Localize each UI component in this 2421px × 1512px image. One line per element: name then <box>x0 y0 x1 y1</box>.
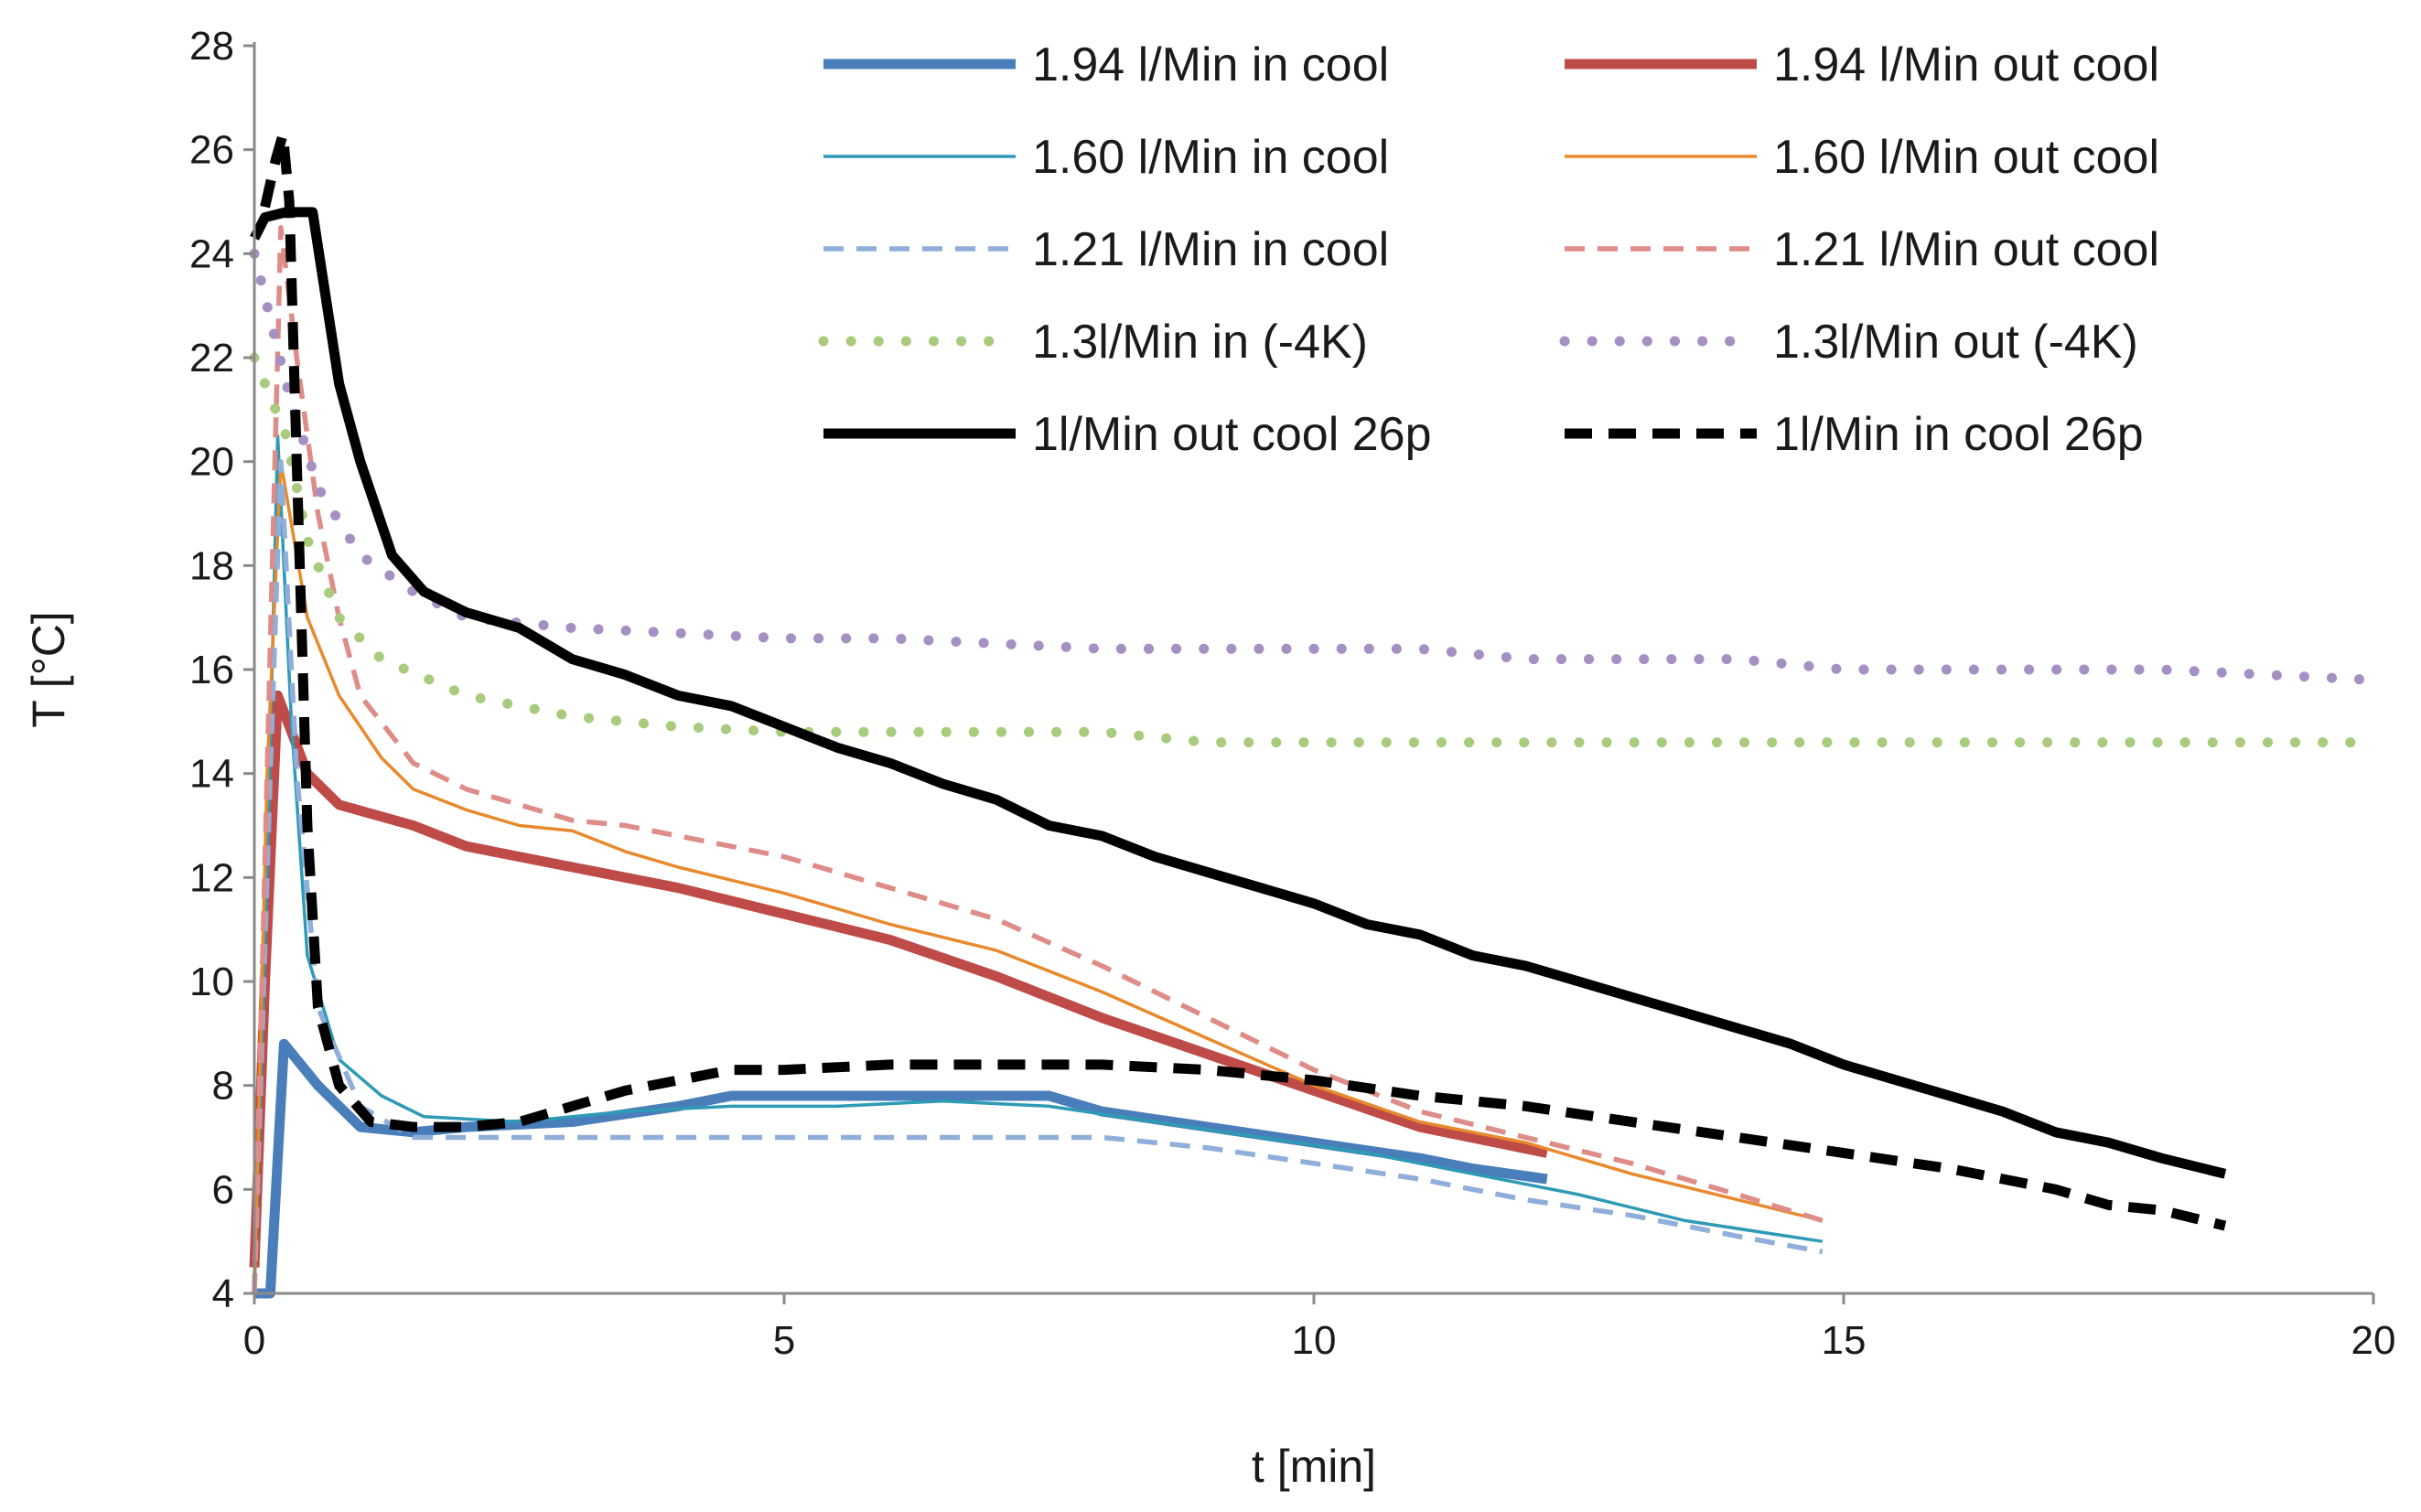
x-tick-label: 15 <box>1822 1318 1867 1363</box>
y-tick-label: 16 <box>189 648 234 692</box>
y-tick-label: 24 <box>189 231 234 276</box>
y-tick-label: 22 <box>189 336 234 381</box>
legend-item-1l-min-in-cool-26p: 1l/Min in cool 26p <box>1565 408 2144 461</box>
legend-label: 1l/Min out cool 26p <box>1032 408 1432 461</box>
axes-layer: 4 6 8 10 12 14 16 18 20 22 24 26 28 0 5 10 15 20 <box>189 24 2395 1363</box>
series-line-1-21-l-min-in-cool <box>252 458 1824 1294</box>
legend-label: 1.60 l/Min in cool <box>1032 131 1389 184</box>
legend-item-1-94-l-min-out-cool: 1.94 l/Min out cool <box>1565 38 2159 91</box>
x-tick-label: 10 <box>1292 1318 1337 1363</box>
legend-item-1l-min-out-cool-26p: 1l/Min out cool 26p <box>823 408 1432 461</box>
legend-item-1-94-l-min-in-cool: 1.94 l/Min in cool <box>823 38 1389 91</box>
x-tick-label: 20 <box>2351 1318 2396 1363</box>
legend-item-1-21-l-min-out-cool: 1.21 l/Min out cool <box>1565 223 2159 276</box>
series-line-1l-min-in-cool-26p <box>260 129 2227 1231</box>
series-line-1-3l-min-in-4k <box>249 352 2379 748</box>
legend-label: 1.94 l/Min out cool <box>1773 38 2159 91</box>
series-line-1l-min-out-cool-26p <box>250 207 2227 1179</box>
series-line-1-60-l-min-out-cool <box>253 459 1824 1294</box>
y-tick-label: 20 <box>189 440 234 485</box>
y-tick-label: 10 <box>189 960 234 1004</box>
legend-item-1-3l-min-in-4k: 1.3l/Min in (-4K) <box>818 316 1368 369</box>
x-axis-title: t [min] <box>1252 1441 1376 1492</box>
y-tick-label: 28 <box>189 24 234 69</box>
legend-label: 1.60 l/Min out cool <box>1773 131 2159 184</box>
y-tick-label: 26 <box>189 128 234 173</box>
x-tick-label: 0 <box>243 1318 265 1363</box>
legend-label: 1l/Min in cool 26p <box>1773 408 2144 461</box>
y-axis-title: T [°C] <box>23 611 74 727</box>
legend-item-1-21-l-min-in-cool: 1.21 l/Min in cool <box>823 223 1389 276</box>
y-tick-label: 12 <box>189 855 234 900</box>
series-layer <box>249 129 2379 1299</box>
y-tick-label: 8 <box>212 1064 234 1109</box>
y-tick-label: 14 <box>189 752 234 797</box>
series-line-1-3l-min-out-4k <box>249 248 2379 685</box>
x-tick-label: 5 <box>773 1318 795 1363</box>
legend-item-1-60-l-min-out-cool: 1.60 l/Min out cool <box>1565 131 2159 184</box>
legend-item-1-60-l-min-in-cool: 1.60 l/Min in cool <box>823 131 1389 184</box>
y-tick-label: 6 <box>212 1167 234 1212</box>
y-tick-label: 18 <box>189 543 234 588</box>
legend-label: 1.21 l/Min in cool <box>1032 223 1389 276</box>
legend-label: 1.21 l/Min out cool <box>1773 223 2159 276</box>
legend-label: 1.3l/Min out (-4K) <box>1773 316 2138 369</box>
legend-item-1-3l-min-out-4k: 1.3l/Min out (-4K) <box>1559 316 2138 369</box>
legend: 1.94 l/Min in cool 1.94 l/Min out cool 1.6… <box>818 38 2159 461</box>
legend-label: 1.94 l/Min in cool <box>1032 38 1389 91</box>
series-line-1-21-l-min-out-cool <box>252 225 1824 1294</box>
y-tick-label: 4 <box>212 1271 234 1316</box>
series-line-1-94-l-min-in-cool <box>254 1038 1548 1299</box>
legend-label: 1.3l/Min in (-4K) <box>1032 316 1368 369</box>
